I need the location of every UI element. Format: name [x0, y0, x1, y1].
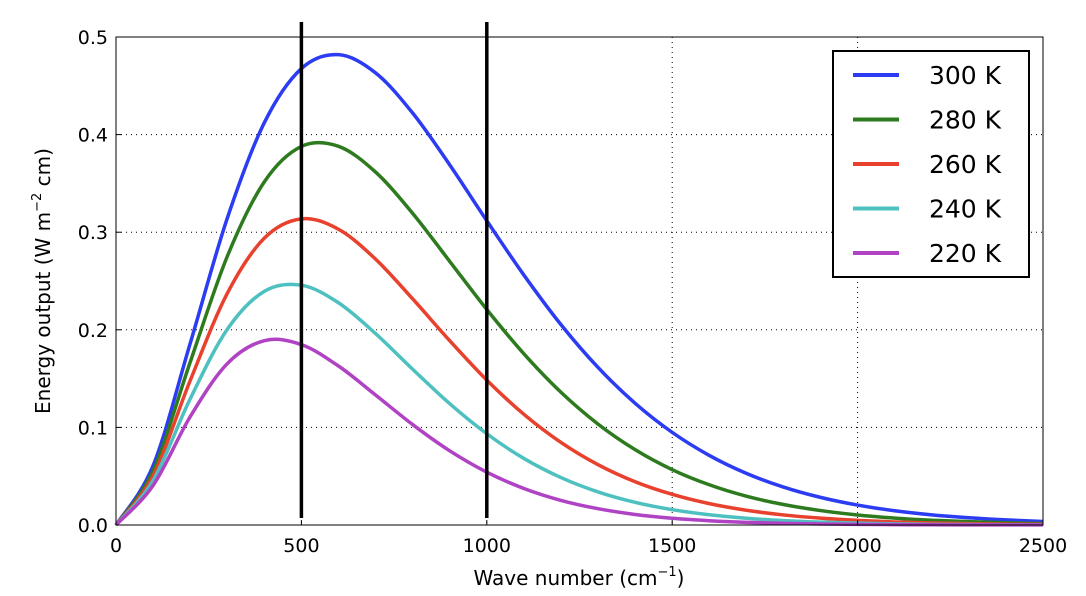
- legend-label: 220 K: [929, 239, 1002, 268]
- series-line-300k: [114, 52, 1044, 526]
- legend-label: 280 K: [929, 106, 1002, 135]
- series-line-220k: [114, 337, 1043, 527]
- vertical-lines: [299, 22, 489, 518]
- y-tick-label: 0.5: [78, 27, 108, 49]
- ticks: 0 500 1000 1500 2000 2500 0.0 0.1 0.2 0.3 0.4 0.5: [78, 27, 1067, 557]
- y-tick-label: 0.1: [78, 417, 108, 439]
- y-axis-label: Energy output (W m−2 cm): [30, 148, 55, 414]
- x-tick-label: 0: [110, 535, 122, 557]
- legend: 300 K 280 K 260 K 240 K 220 K: [832, 50, 1030, 278]
- x-tick-label: 2500: [1019, 535, 1067, 557]
- y-tick-label: 0.0: [78, 515, 108, 537]
- legend-label: 300 K: [929, 61, 1002, 90]
- series-lines: [114, 52, 1044, 527]
- series-line-240k: [114, 282, 1044, 527]
- y-tick-label: 0.3: [78, 222, 108, 244]
- legend-label: 260 K: [929, 150, 1002, 179]
- x-tick-label: 2000: [833, 535, 881, 557]
- plot-frame: [115, 36, 1044, 526]
- series-line-260k: [114, 216, 1044, 527]
- series-line-280k: [114, 140, 1044, 527]
- y-tick-label: 0.2: [78, 320, 108, 342]
- legend-label: 240 K: [929, 195, 1002, 224]
- x-tick-label: 1500: [648, 535, 696, 557]
- y-tick-label: 0.4: [78, 125, 108, 147]
- x-axis-label: Wave number (cm−1): [474, 565, 685, 590]
- x-tick-label: 500: [283, 535, 319, 557]
- x-tick-label: 1000: [463, 535, 511, 557]
